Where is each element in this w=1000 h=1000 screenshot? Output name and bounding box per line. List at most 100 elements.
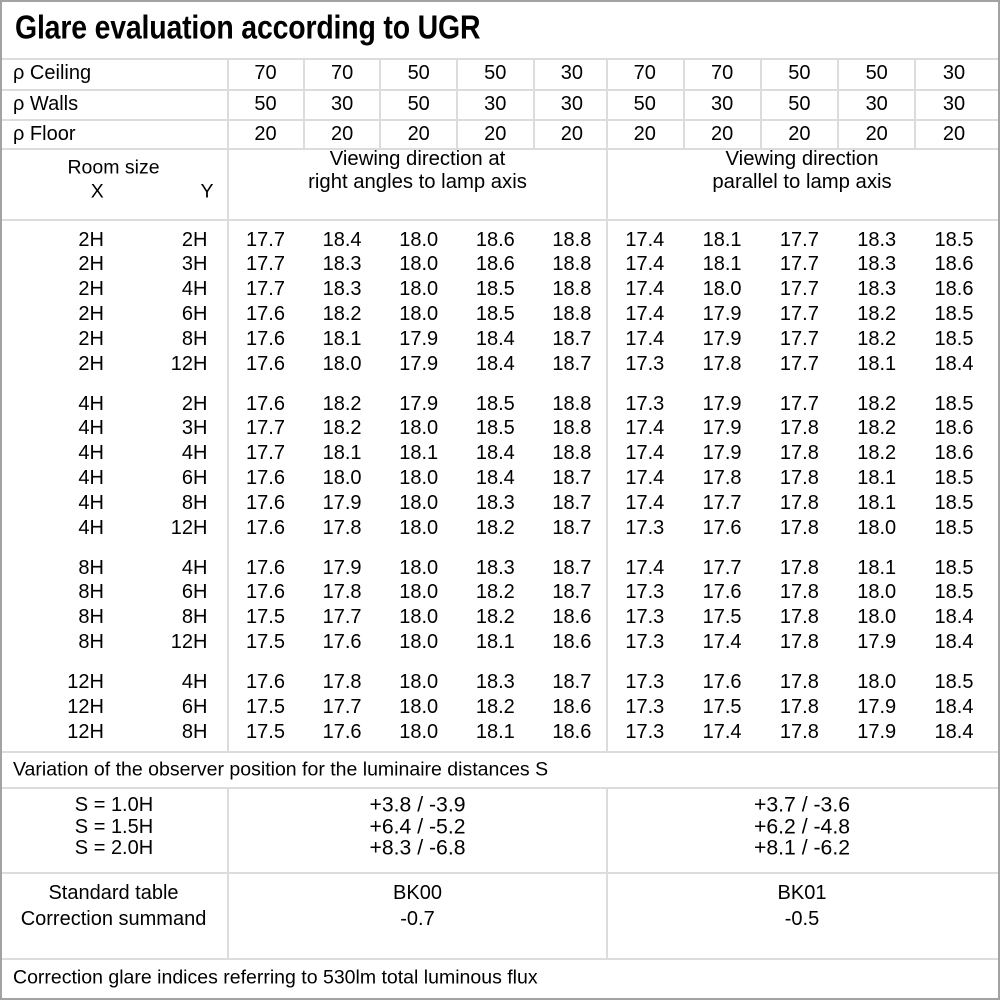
ugr-value: 18.0 (399, 278, 439, 301)
ugr-value: 17.3 (625, 720, 665, 743)
room-size-y-value: 8H (181, 720, 208, 743)
ugr-value: 18.5 (934, 670, 974, 693)
ugr-value: 17.4 (702, 631, 742, 654)
ugr-value: 18.1 (322, 442, 362, 465)
ugr-value: 18.7 (552, 556, 592, 579)
reflectance-row-label: ρ Floor (13, 122, 76, 145)
ugr-value: 17.3 (625, 695, 665, 718)
reflectance-value: 50 (407, 92, 430, 115)
ugr-value: 18.0 (322, 353, 362, 375)
ugr-value: 17.6 (246, 670, 285, 693)
reflectance-value: 30 (942, 62, 966, 84)
vline-rho-g2-2 (759, 58, 762, 148)
ugr-value: 18.5 (475, 278, 515, 301)
room-size-x-value: 8H (78, 631, 104, 654)
vline-labels-group1-lower (226, 788, 229, 958)
ugr-value: 17.3 (625, 517, 665, 539)
room-size-y-value: 8H (181, 492, 208, 515)
ugr-value: 17.3 (625, 392, 665, 415)
ugr-value: 18.3 (857, 253, 897, 276)
ugr-value: 17.7 (779, 392, 819, 415)
ugr-value: 18.7 (552, 581, 592, 604)
group2-header-line2: parallel to lamp axis (712, 170, 892, 193)
ugr-value: 17.9 (702, 442, 742, 465)
reflectance-value: 20 (788, 122, 811, 145)
ugr-value: 17.8 (779, 517, 819, 539)
ugr-value: 18.1 (857, 353, 897, 375)
ugr-value: 17.4 (625, 328, 665, 351)
reflectance-value: 20 (865, 122, 888, 145)
ugr-value: 17.9 (399, 328, 439, 351)
ugr-value: 18.0 (399, 492, 439, 515)
ugr-value: 18.0 (399, 517, 439, 539)
ugr-value: 18.2 (857, 442, 897, 465)
ugr-value: 18.2 (475, 517, 515, 539)
ugr-value: 18.4 (475, 467, 515, 490)
spacing-row-label-2: S = 1.5H (74, 815, 154, 838)
ugr-value: 18.3 (857, 228, 897, 251)
ugr-value: 18.0 (399, 417, 439, 440)
ugr-value: 17.4 (625, 228, 665, 251)
reflectance-value: 70 (330, 62, 354, 84)
ugr-value: 17.6 (322, 720, 362, 743)
ugr-value: 18.2 (475, 695, 515, 718)
room-size-x-value: 12H (67, 695, 104, 718)
vline-rho-g2-3 (837, 58, 840, 148)
ugr-value: 18.0 (399, 695, 439, 718)
ugr-value: 18.2 (857, 417, 897, 440)
ugr-value: 17.6 (246, 328, 285, 351)
vline-rho-g1-3 (456, 58, 458, 148)
ugr-value: 18.4 (934, 695, 974, 718)
reflectance-row-label: ρ Ceiling (13, 62, 92, 84)
ugr-value: 18.8 (552, 228, 592, 251)
room-size-y-value: 2H (181, 228, 208, 251)
ugr-value: 17.7 (702, 556, 742, 579)
vline-group1-group2-upper (606, 58, 608, 752)
ugr-value: 17.7 (246, 442, 285, 465)
room-size-y-value: 4H (181, 556, 208, 579)
ugr-value: 18.3 (857, 278, 897, 301)
ugr-value: 18.7 (552, 517, 592, 539)
ugr-value: 18.5 (475, 303, 515, 326)
ugr-value: 18.6 (475, 253, 515, 276)
ugr-value: 18.0 (399, 631, 439, 654)
ugr-value: 18.3 (475, 492, 515, 515)
ugr-value: 18.0 (857, 517, 897, 539)
room-size-x-value: 2H (78, 303, 104, 326)
room-size-y-value: 4H (181, 278, 208, 301)
ugr-value: 18.6 (552, 720, 592, 743)
room-size-y-value: 8H (181, 328, 208, 351)
ugr-value: 17.7 (246, 228, 285, 251)
ugr-value: 17.6 (246, 467, 285, 490)
ugr-value: 17.3 (625, 670, 665, 693)
ugr-value: 18.0 (399, 556, 439, 579)
ugr-value: 17.7 (246, 253, 285, 276)
vline-rho-g1-2 (379, 58, 382, 148)
ugr-value: 17.9 (702, 328, 742, 351)
room-size-x-value: 4H (78, 417, 104, 440)
ugr-value: 17.5 (246, 631, 285, 654)
standard-table-label: Standard table (48, 881, 179, 904)
reflectance-value: 20 (633, 122, 656, 145)
ugr-value: 18.3 (322, 278, 362, 301)
spacing-row-label-1: S = 1.0H (74, 794, 154, 816)
ugr-value: 17.8 (779, 442, 819, 465)
room-size-y-label: Y (200, 180, 214, 203)
ugr-value: 17.9 (702, 417, 742, 440)
reflectance-value: 50 (633, 92, 656, 115)
room-size-y-value: 4H (181, 670, 208, 693)
reflectance-value: 70 (633, 62, 656, 84)
ugr-value: 18.2 (322, 417, 362, 440)
ugr-value: 17.6 (322, 631, 362, 654)
reflectance-value: 30 (560, 62, 584, 84)
ugr-value: 18.4 (934, 631, 974, 654)
ugr-value: 18.4 (934, 720, 974, 743)
ugr-value: 17.8 (702, 467, 742, 490)
ugr-value: 18.7 (552, 467, 592, 490)
ugr-value: 17.9 (399, 353, 439, 375)
ugr-value: 17.9 (399, 392, 439, 415)
ugr-value: 18.1 (322, 328, 362, 351)
divider-walls-floor (2, 118, 998, 121)
ugr-value: 18.7 (552, 353, 592, 375)
